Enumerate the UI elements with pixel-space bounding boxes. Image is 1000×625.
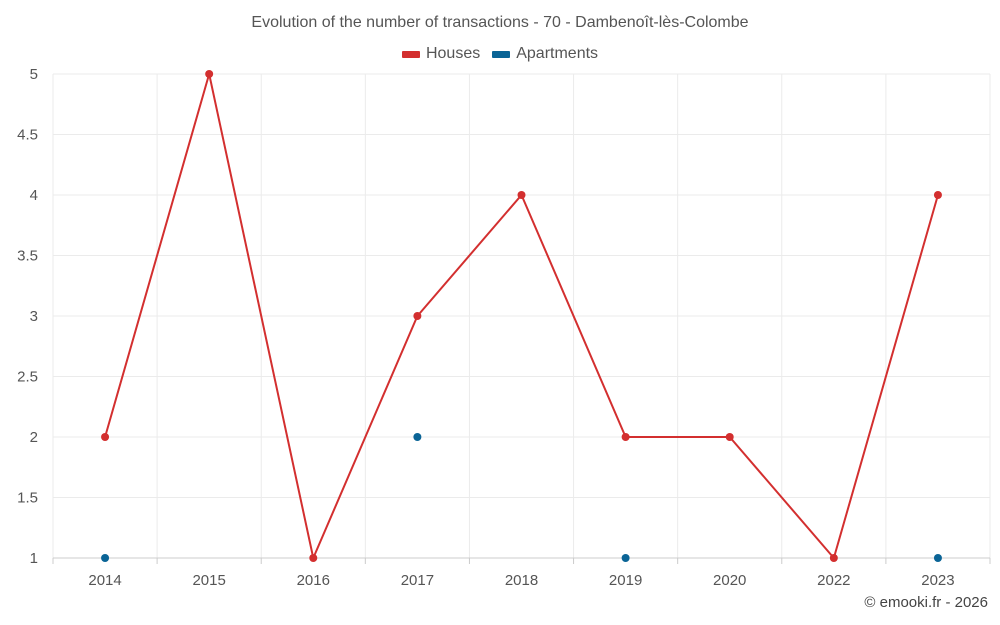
x-tick-label: 2018 bbox=[505, 572, 538, 589]
x-tick-label: 2023 bbox=[921, 572, 954, 589]
y-tick-label: 1 bbox=[30, 550, 38, 567]
data-point-apartments bbox=[933, 554, 942, 562]
x-tick-label: 2019 bbox=[609, 572, 642, 589]
data-point-houses bbox=[829, 554, 838, 562]
x-tick-label: 2016 bbox=[297, 572, 330, 589]
data-point-houses bbox=[517, 191, 526, 199]
data-point-houses bbox=[205, 70, 214, 78]
x-tick-label: 2014 bbox=[88, 572, 121, 589]
y-tick-label: 3 bbox=[30, 308, 38, 325]
data-point-houses bbox=[101, 433, 110, 441]
data-point-apartments bbox=[101, 554, 110, 562]
chart-series bbox=[101, 70, 942, 562]
y-tick-label: 5 bbox=[30, 66, 38, 83]
y-tick-label: 3.5 bbox=[17, 248, 38, 265]
legend-item-apartments[interactable]: Apartments bbox=[492, 45, 598, 63]
data-point-houses bbox=[725, 433, 734, 441]
legend-label-apartments: Apartments bbox=[516, 45, 599, 62]
data-point-houses bbox=[933, 191, 942, 199]
x-tick-label: 2020 bbox=[713, 572, 746, 589]
data-point-apartments bbox=[413, 433, 422, 441]
data-point-houses bbox=[413, 312, 422, 320]
x-tick-label: 2017 bbox=[401, 572, 434, 589]
x-tick-label: 2015 bbox=[192, 572, 225, 589]
y-tick-label: 4.5 bbox=[17, 127, 38, 144]
y-axis: 1 1.5 2 2.5 3 3.5 4 4.5 5 bbox=[17, 66, 38, 567]
data-point-apartments bbox=[621, 554, 630, 562]
copyright-credit: © emooki.fr - 2026 bbox=[864, 594, 988, 611]
x-tick-label: 2022 bbox=[817, 572, 850, 589]
chart-grid bbox=[52, 73, 991, 559]
data-point-houses bbox=[309, 554, 318, 562]
legend-swatch-houses bbox=[401, 50, 420, 58]
y-tick-label: 4 bbox=[30, 187, 38, 204]
legend-label-houses: Houses bbox=[425, 45, 481, 62]
y-tick-label: 2.5 bbox=[17, 369, 38, 386]
x-axis: 2014 2015 2016 2017 2018 2019 2020 2022 2023 bbox=[52, 557, 991, 589]
data-point-houses bbox=[621, 433, 630, 441]
chart-legend: Houses Apartments bbox=[0, 45, 1000, 63]
chart-title: Evolution of the number of transactions … bbox=[251, 14, 749, 31]
legend-item-houses[interactable]: Houses bbox=[401, 45, 481, 63]
y-tick-label: 1.5 bbox=[17, 490, 38, 507]
legend-swatch-apartments bbox=[492, 50, 511, 58]
y-tick-label: 2 bbox=[30, 429, 38, 446]
